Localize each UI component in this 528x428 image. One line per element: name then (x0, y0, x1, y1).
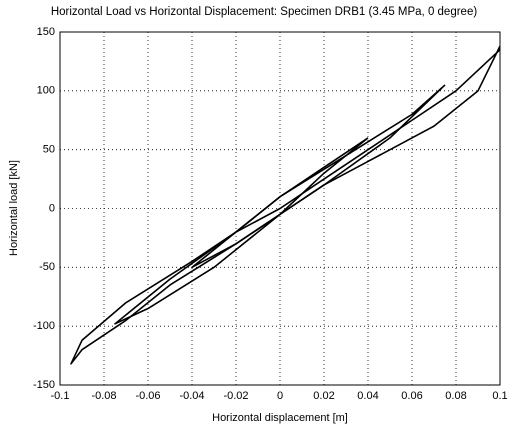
y-axis-label: Horizontal load [kN] (8, 160, 20, 256)
x-tick-label: -0.08 (91, 390, 116, 402)
y-tick-label: 150 (37, 26, 55, 38)
x-tick-label: -0.06 (135, 390, 160, 402)
x-tick-label: -0.1 (51, 390, 70, 402)
x-tick-label: -0.04 (179, 390, 204, 402)
hysteresis-loop (70, 45, 501, 365)
hysteresis-loop (191, 137, 369, 269)
x-tick-label: 0.08 (445, 390, 466, 402)
x-tick-label: 0.1 (492, 390, 507, 402)
y-tick-label: 0 (49, 202, 55, 214)
x-tick-label: -0.02 (223, 390, 248, 402)
chart-title: Horizontal Load vs Horizontal Displaceme… (51, 6, 478, 18)
y-tick-label: 50 (43, 144, 55, 156)
y-tick-label: 100 (37, 85, 55, 97)
x-tick-label: 0 (277, 390, 283, 402)
y-tick-label: -100 (33, 320, 55, 332)
x-tick-label: 0.04 (357, 390, 378, 402)
x-axis-label: Horizontal displacement [m] (212, 412, 348, 424)
x-tick-label: 0.06 (401, 390, 422, 402)
x-tick-label: 0.02 (313, 390, 334, 402)
y-tick-label: -50 (39, 261, 55, 273)
y-tick-label: -150 (33, 379, 55, 391)
